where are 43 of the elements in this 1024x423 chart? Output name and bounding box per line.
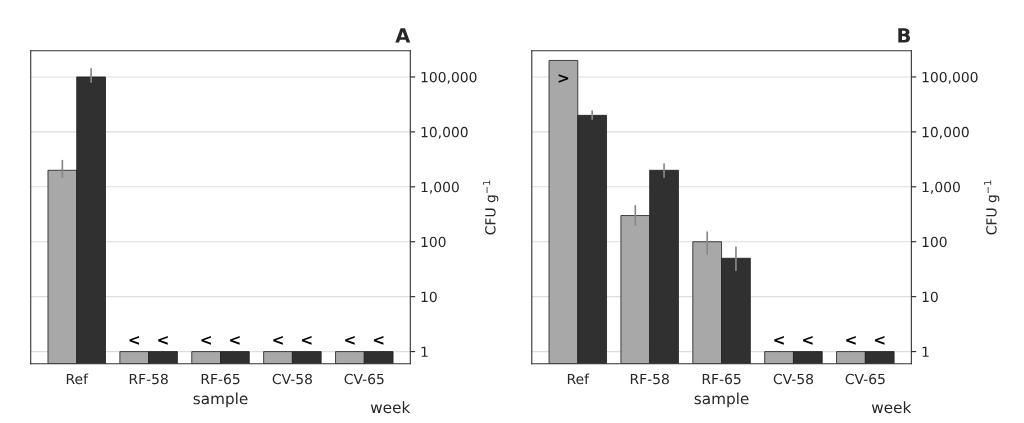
chart-title: B: [898, 28, 910, 43]
data-label: <: [273, 335, 283, 345]
data-label: <: [201, 335, 211, 345]
data-label: <: [230, 335, 240, 345]
y-tick-label: 100: [421, 236, 446, 248]
data-label: <: [774, 335, 784, 345]
x-tick-label: RF-58: [630, 373, 669, 385]
x-tick-label: Ref: [567, 373, 590, 385]
data-label: <: [129, 335, 140, 345]
y-tick-label: 100,000: [421, 71, 477, 84]
y-tick-label: 100,000: [922, 71, 978, 84]
data-label: <: [846, 335, 856, 345]
text: week: [871, 401, 912, 414]
data-label: <: [345, 335, 355, 345]
data-label: <: [803, 335, 813, 345]
y-axis-title: CFU g$^{−1}$: [483, 180, 499, 235]
y-tick-label: 1,000: [421, 181, 459, 194]
y-axis-title: CFU g$^{−1}$: [984, 180, 1000, 235]
x-tick-label: CV-65: [344, 373, 384, 385]
text: week: [370, 401, 411, 414]
y-tick-label: 100: [922, 236, 947, 248]
x-tick-label: CV-65: [845, 373, 885, 385]
y-tick-label: 10,000: [922, 126, 969, 139]
x-tick-label: CV-58: [773, 373, 814, 385]
x-tick-label: CV-58: [272, 373, 312, 385]
x-tick-label: Ref: [66, 373, 89, 385]
data-label: <: [158, 335, 168, 345]
y-tick-label: 1,000: [922, 181, 960, 194]
y-tick-label: 1: [421, 346, 428, 357]
x-tick-label: RF-65: [201, 373, 240, 385]
chart-title: A: [395, 28, 411, 43]
data-label: >: [558, 74, 569, 83]
x-tick-label: RF-58: [129, 373, 168, 385]
x-axis-title: sample: [193, 392, 248, 408]
y-tick-label: 1: [922, 346, 929, 357]
x-axis-title: sample: [694, 392, 749, 408]
data-label: <: [302, 335, 312, 345]
y-tick-label: 10: [421, 291, 437, 303]
data-label: <: [373, 335, 384, 345]
y-tick-label: 10,000: [421, 126, 468, 139]
y-tick-label: 10: [922, 291, 938, 303]
data-label: <: [874, 335, 885, 345]
x-tick-label: RF-65: [702, 373, 741, 385]
